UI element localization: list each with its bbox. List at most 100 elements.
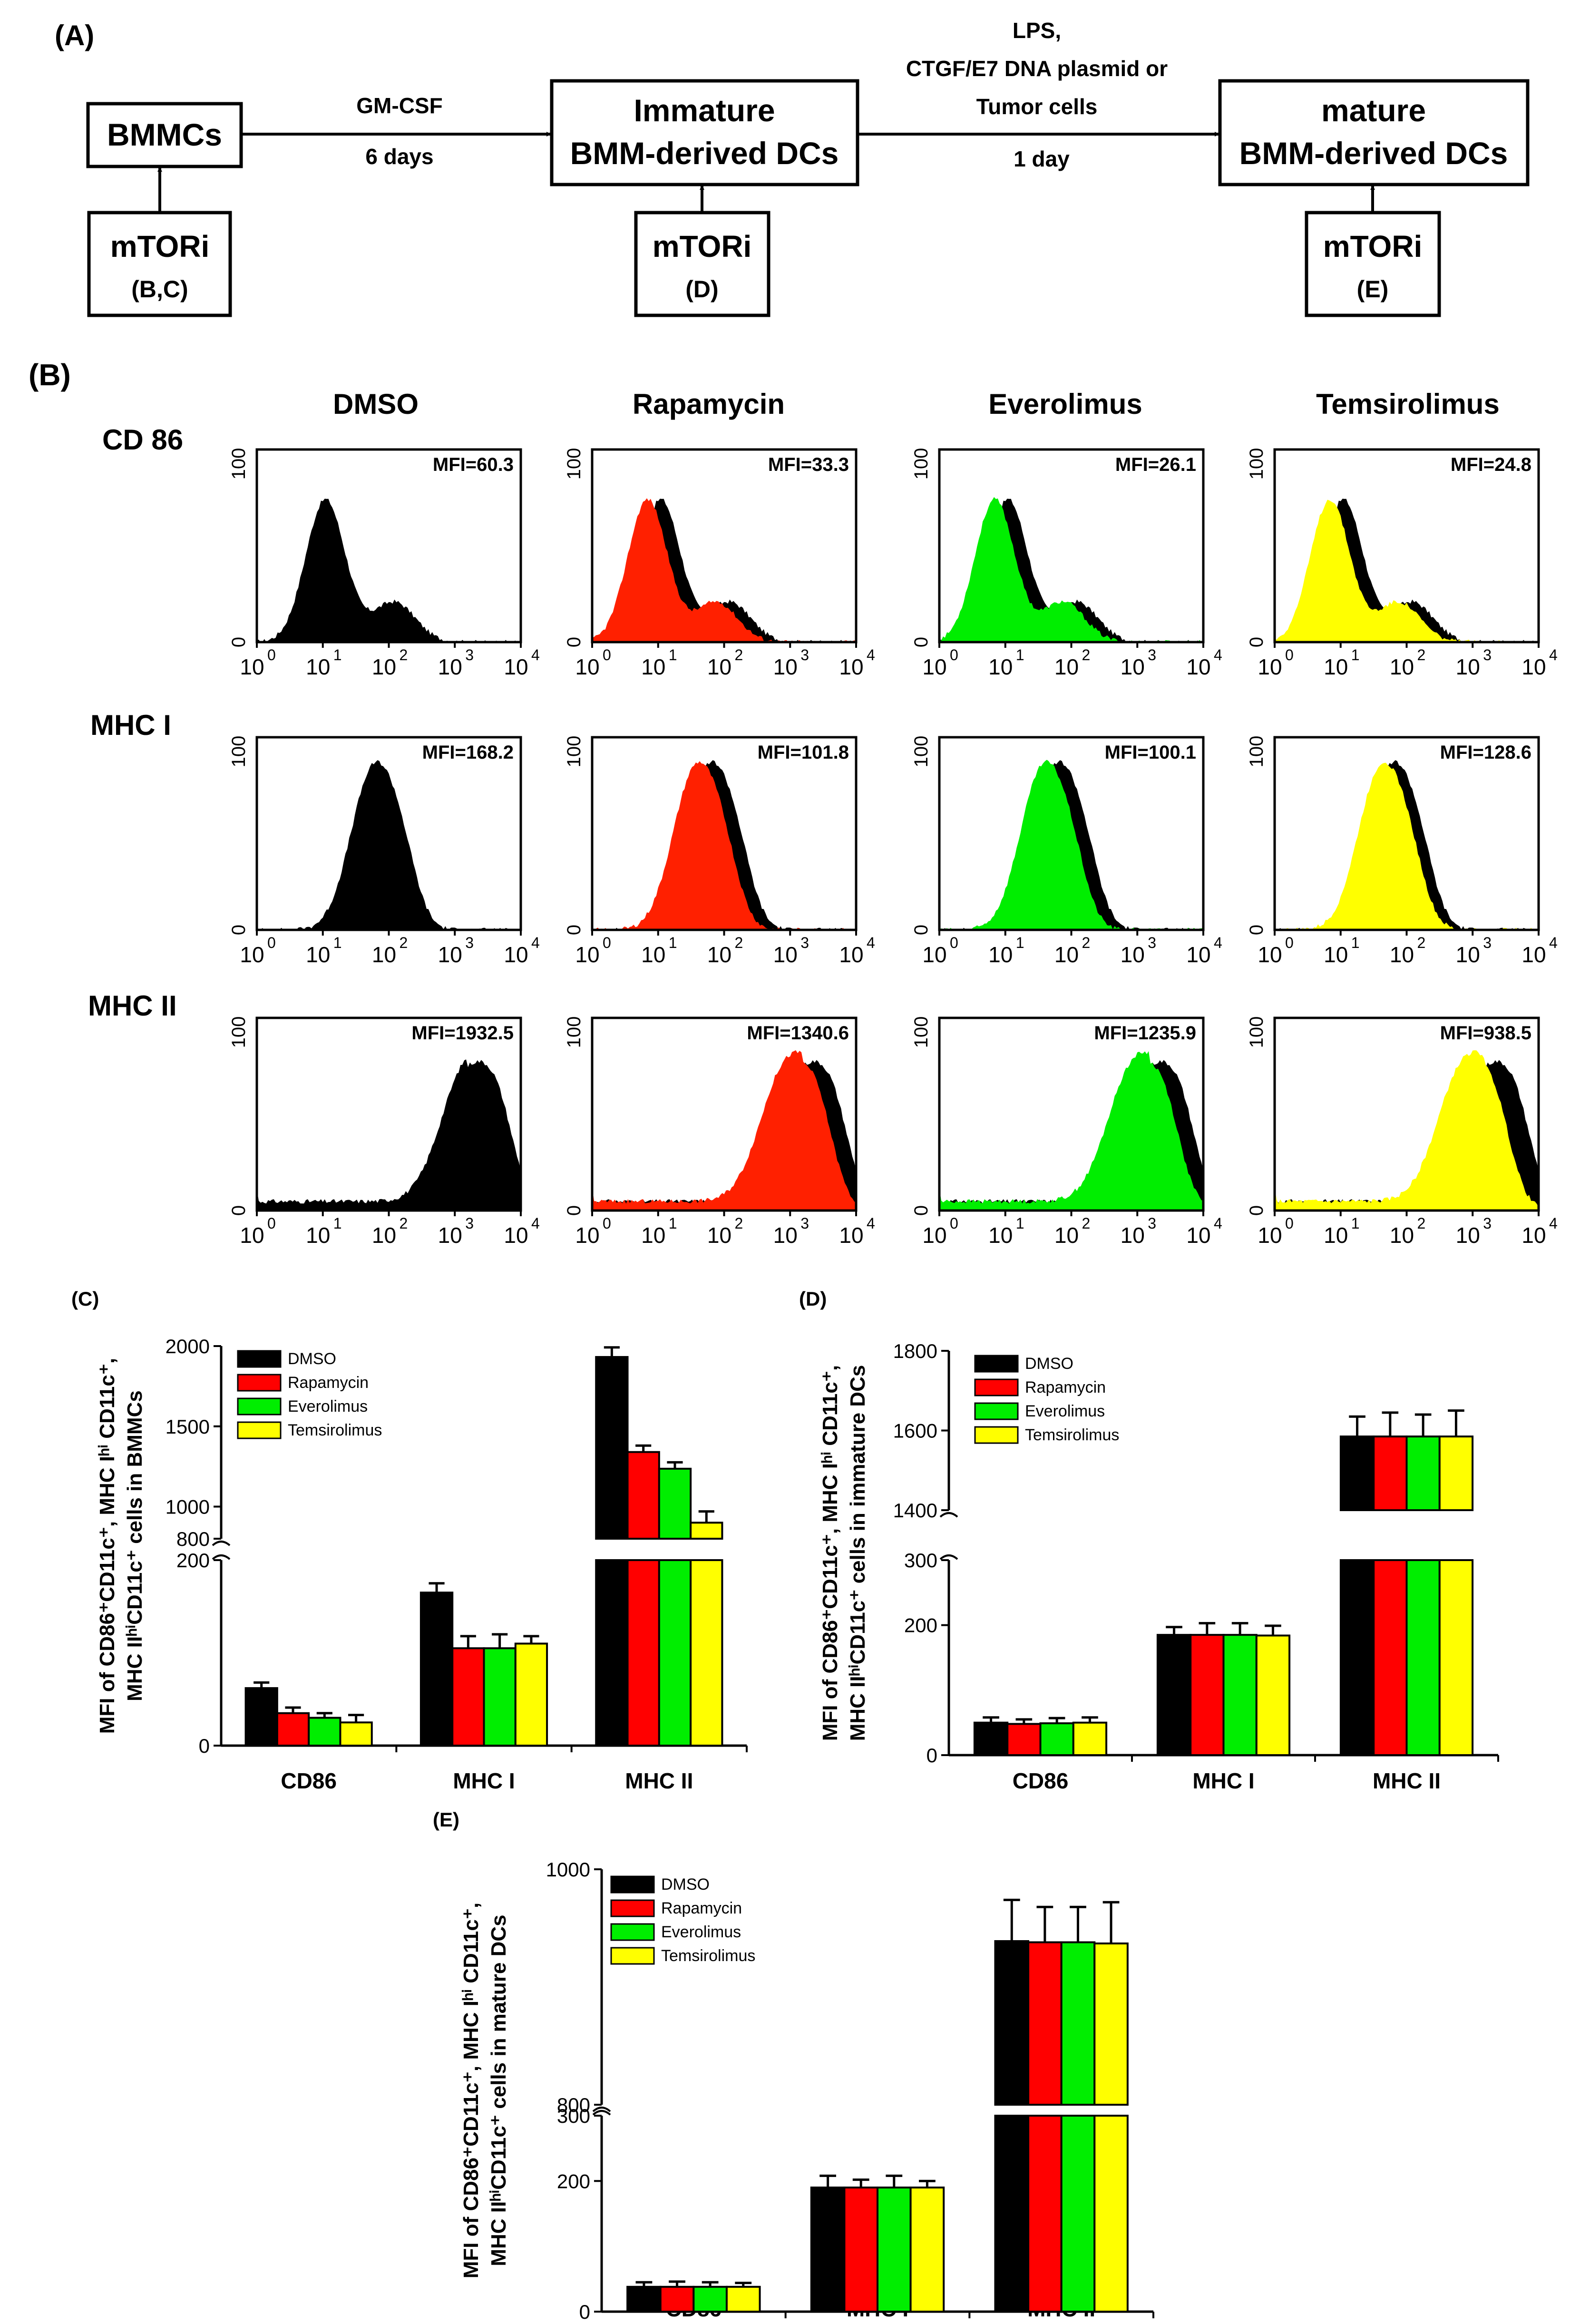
mfi-label: MFI=168.2	[422, 742, 514, 763]
category-label: MHC II	[1373, 1768, 1441, 1793]
bar-everolimus-mhc-ii	[1060, 1941, 1096, 2106]
x-tick-exponent: 0	[1285, 1215, 1294, 1232]
histogram-temsirolimus-area	[1275, 1050, 1539, 1211]
bar-everolimus-mhc-i	[483, 1647, 517, 1747]
bar-everolimus-mhc-i	[877, 2187, 912, 2313]
y-axis-label-line: MFI of CD86⁺CD11c⁺, MHC Iʰⁱ CD11c⁺,	[819, 1365, 842, 1741]
x-tick-exponent: 4	[1549, 646, 1558, 664]
y-tick-100: 100	[228, 1016, 249, 1048]
arrow1-top-text: GM-CSF	[356, 93, 442, 118]
bar-dmso-mhc-ii	[595, 1356, 629, 1540]
legend-swatch-rapamycin	[974, 1378, 1019, 1396]
axis-break-mark	[592, 2107, 611, 2112]
bar-lower-segment-temsirolimus	[1093, 2115, 1129, 2313]
y-tick-0: 0	[911, 925, 932, 935]
x-tick-label: 10	[922, 1223, 946, 1248]
histogram-everolimus-area	[939, 760, 1203, 930]
x-tick-exponent: 4	[1214, 646, 1222, 664]
bar-rapamycin-mhc-i	[1190, 1634, 1225, 1757]
mfi-label: MFI=60.3	[433, 454, 514, 475]
mfi-label: MFI=1235.9	[1094, 1023, 1196, 1044]
x-tick-exponent: 0	[267, 934, 276, 951]
x-tick-label: 10	[707, 1223, 731, 1248]
bar-lower-segment-rapamycin	[626, 1559, 660, 1747]
x-tick-exponent: 0	[267, 646, 276, 664]
axis-break-mark	[939, 1512, 958, 1518]
legend-swatch-temsirolimus	[610, 1947, 655, 1965]
bar-dmso-cd86	[244, 1687, 278, 1747]
panel-b-flow-histograms: DMSO Rapamycin Everolimus Temsirolimus CD 86…	[88, 388, 1558, 1248]
axis-break-mark	[939, 1554, 958, 1560]
legend-label-dmso: DMSO	[1025, 1355, 1073, 1373]
bar-lower-segment-everolimus	[1060, 2115, 1096, 2313]
y-tick-100: 100	[564, 1016, 585, 1048]
x-tick-label: 10	[641, 942, 665, 967]
bar-temsirolimus-mhc-i	[1255, 1634, 1291, 1757]
x-tick-exponent: 2	[1082, 934, 1091, 951]
x-tick-label: 10	[372, 942, 396, 967]
x-tick-exponent: 1	[1016, 1215, 1024, 1232]
x-tick-label: 10	[1186, 1223, 1210, 1248]
y-tick-label: 800	[176, 1528, 210, 1550]
panel-a-schema: (A) BMMCs Immature BMM-derived DCs matur…	[55, 18, 1530, 317]
x-tick-exponent: 0	[1285, 646, 1294, 664]
x-tick-exponent: 3	[800, 1215, 809, 1232]
x-tick-exponent: 0	[1285, 934, 1294, 951]
bar-dmso-cd86	[973, 1721, 1009, 1757]
x-tick-label: 10	[1258, 1223, 1282, 1248]
legend-swatch-dmso	[237, 1350, 282, 1368]
x-tick-label: 10	[641, 654, 665, 679]
x-tick-label: 10	[1521, 1223, 1546, 1248]
y-tick-label: 800	[557, 2094, 590, 2116]
bar-rapamycin-cd86	[1006, 1723, 1042, 1756]
y-tick-0: 0	[564, 925, 585, 935]
x-tick-label: 10	[773, 942, 798, 967]
y-tick-0: 0	[564, 1205, 585, 1216]
bar-rapamycin-mhc-ii	[1373, 1435, 1408, 1511]
x-tick-exponent: 0	[603, 934, 611, 951]
axis-break-mark	[212, 1541, 231, 1546]
bar-temsirolimus-mhc-i	[514, 1642, 548, 1747]
x-tick-exponent: 3	[465, 1215, 474, 1232]
bar-temsirolimus-cd86	[725, 2285, 761, 2313]
x-tick-exponent: 2	[735, 646, 743, 664]
x-tick-exponent: 3	[1148, 934, 1156, 951]
x-tick-label: 10	[504, 1223, 528, 1248]
x-tick-label: 10	[306, 1223, 330, 1248]
x-tick-exponent: 1	[1351, 646, 1360, 664]
row-title-0: CD 86	[102, 424, 183, 456]
bar-lower-segment-temsirolimus	[1438, 1559, 1474, 1756]
panel-label-d: (D)	[799, 1288, 827, 1310]
x-tick-label: 10	[1521, 654, 1546, 679]
mature-dc-label-1: mature	[1321, 93, 1426, 128]
y-tick-100: 100	[564, 448, 585, 480]
column-title-temsirolimus: Temsirolimus	[1316, 388, 1500, 420]
immature-dc-label-2: BMM-derived DCs	[570, 136, 839, 171]
legend-swatch-rapamycin	[610, 1899, 655, 1917]
bar-everolimus-mhc-ii	[658, 1467, 692, 1540]
mtori-label-bc: mTORi	[110, 229, 210, 264]
mtori-box-bc	[87, 211, 232, 317]
y-axis-label-line: MHC IIʰⁱCD11c⁺ cells in immature DCs	[846, 1365, 869, 1741]
bar-lower-segment-dmso	[595, 1559, 629, 1747]
category-label: CD86	[1013, 1768, 1069, 1793]
x-tick-exponent: 1	[1351, 1215, 1360, 1232]
x-tick-label: 10	[1390, 654, 1414, 679]
mfi-label: MFI=938.5	[1440, 1023, 1531, 1044]
x-tick-exponent: 1	[1016, 934, 1024, 951]
x-tick-exponent: 1	[1351, 934, 1360, 951]
bar-rapamycin-mhc-ii	[626, 1451, 660, 1540]
bar-lower-segment-dmso	[994, 2115, 1030, 2313]
y-tick-100: 100	[911, 736, 932, 768]
x-tick-label: 10	[988, 654, 1013, 679]
mtori-sub-e: (E)	[1357, 276, 1389, 303]
x-tick-label: 10	[1324, 1223, 1348, 1248]
x-tick-label: 10	[372, 1223, 396, 1248]
y-tick-100: 100	[911, 448, 932, 480]
bar-lower-segment-temsirolimus	[690, 1559, 723, 1747]
